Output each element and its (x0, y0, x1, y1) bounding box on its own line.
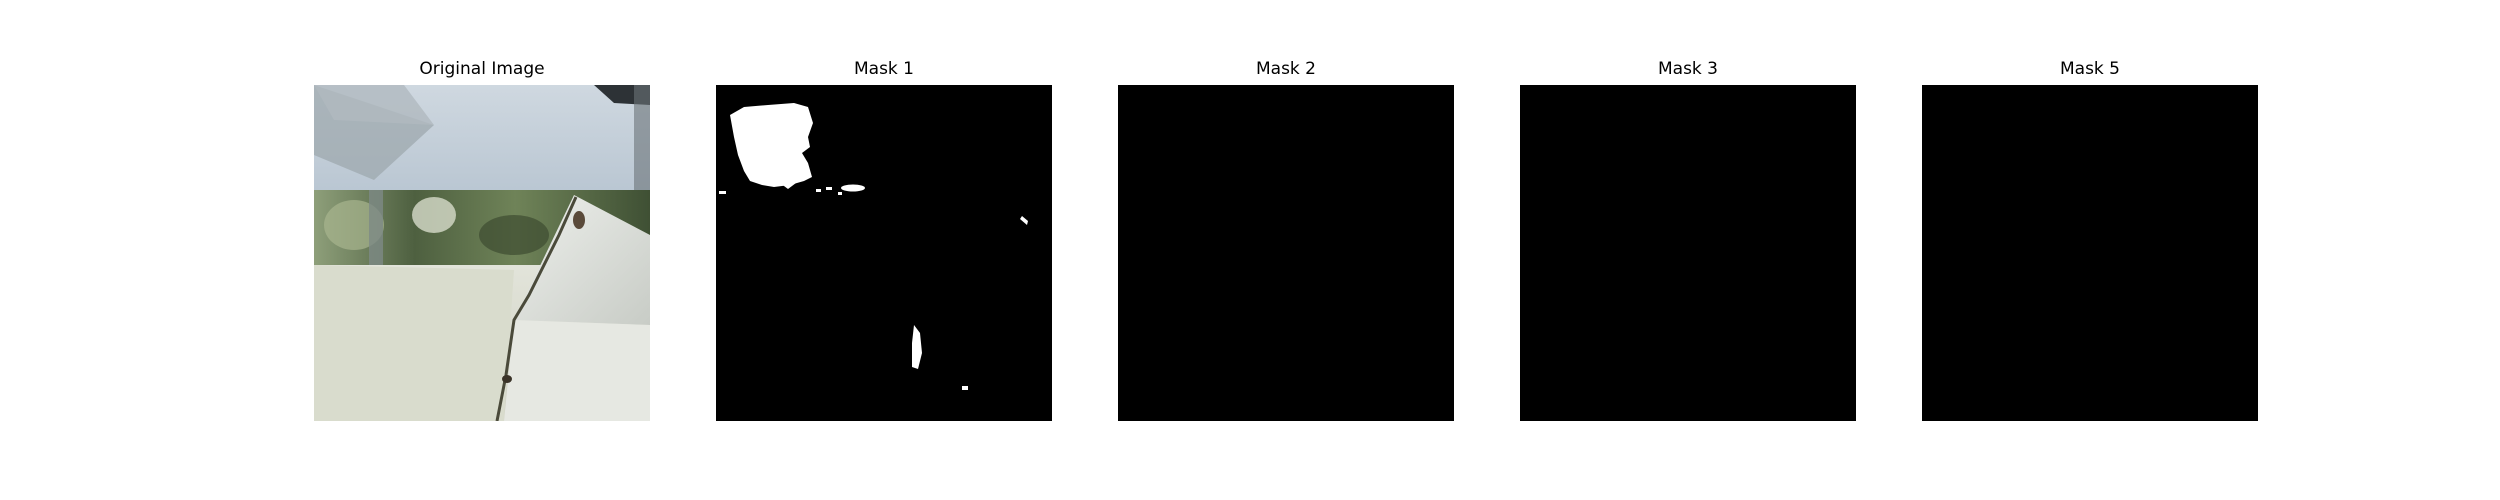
original-photo (314, 85, 650, 421)
mask-3-panel: Mask 3 (1520, 0, 1856, 500)
mask-region (841, 184, 865, 192)
mask-1-image (716, 85, 1052, 421)
panel-title: Mask 5 (2059, 59, 2120, 79)
panel-title: Original Image (419, 59, 545, 79)
mask-2-panel: Mask 2 (1118, 0, 1454, 500)
original-image-panel: Original Image (314, 0, 650, 500)
mask-region (826, 187, 832, 190)
mask-region (776, 177, 796, 189)
mask-3-image (1520, 85, 1856, 421)
mask-region (719, 191, 726, 194)
mask-5-panel: Mask 5 (1922, 0, 2258, 500)
panel-title: Mask 3 (1657, 59, 1718, 79)
panel-title: Mask 2 (1255, 59, 1316, 79)
mask-1-panel: Mask 1 (716, 0, 1052, 500)
mask-region (838, 192, 842, 195)
mask-region (962, 386, 968, 390)
panel-title: Mask 1 (853, 59, 914, 79)
mask-5-image (1922, 85, 2258, 421)
mask-2-image (1118, 85, 1454, 421)
mask-region (816, 189, 821, 192)
mask-region (912, 325, 922, 369)
mask-region (1020, 216, 1028, 225)
mask-region (730, 103, 813, 187)
